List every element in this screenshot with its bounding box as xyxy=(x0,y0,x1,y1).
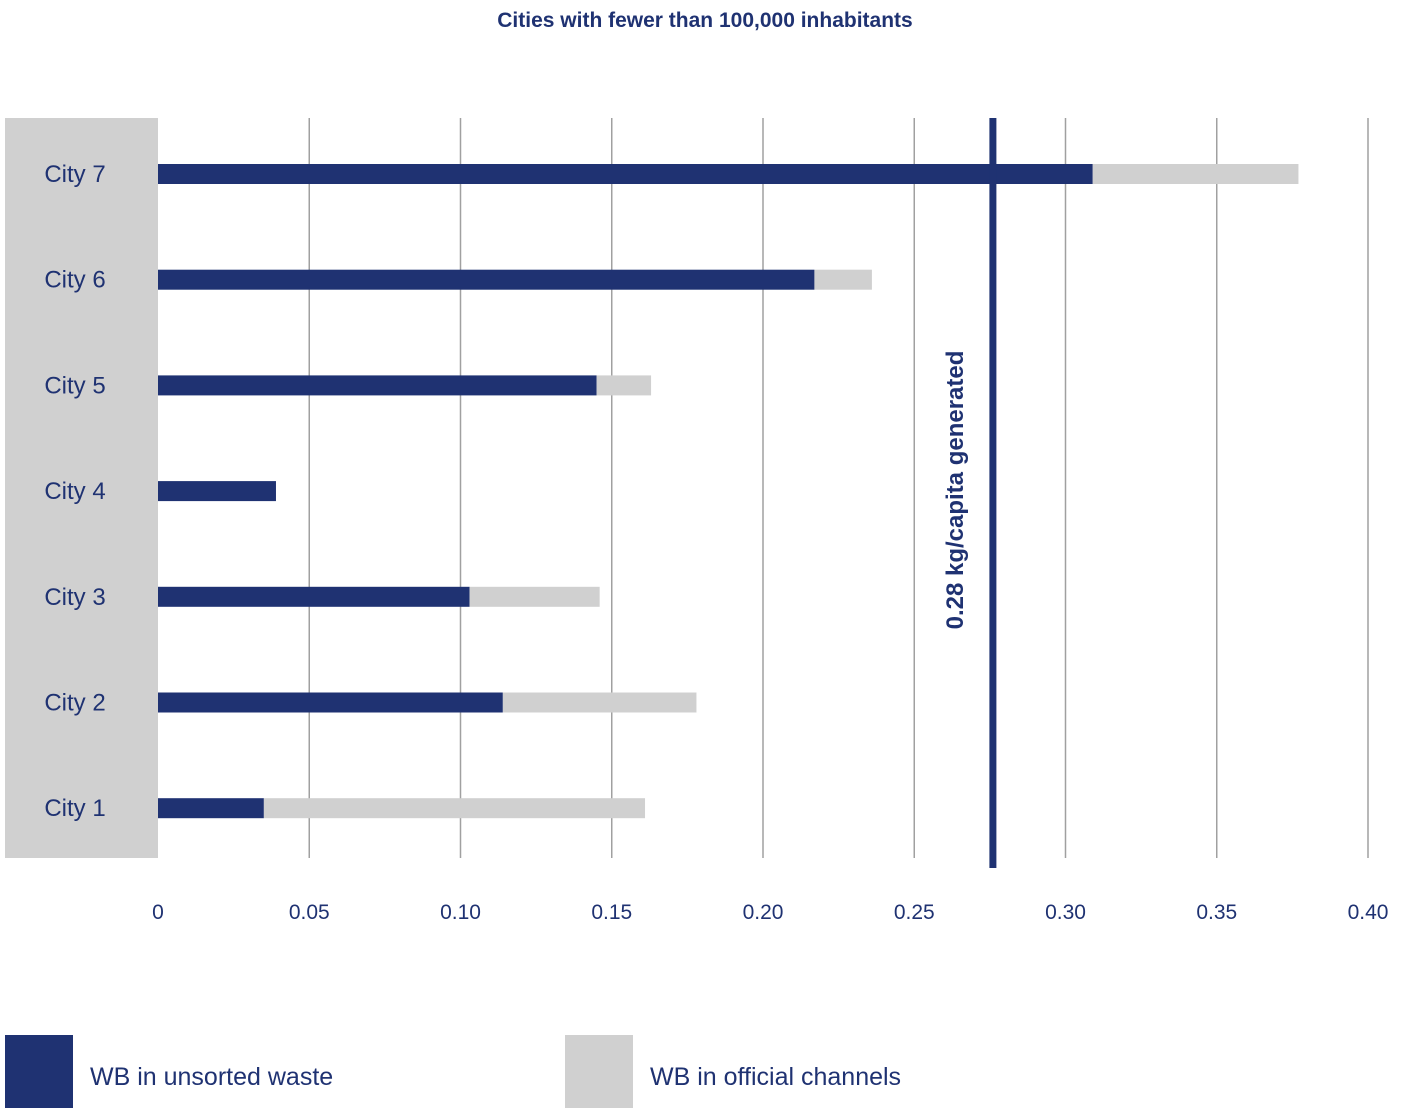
category-band xyxy=(5,118,158,858)
x-tick-label: 0.30 xyxy=(1045,901,1086,924)
category-label: City 3 xyxy=(44,584,105,611)
reference-line-group: 0.28 kg/capita generated xyxy=(942,118,997,868)
legend-label: WB in official channels xyxy=(650,1063,901,1091)
bar-unsorted-waste xyxy=(158,375,597,396)
reference-line-label: 0.28 kg/capita generated xyxy=(942,351,969,630)
bar-official-channels xyxy=(263,798,646,819)
x-tick-label: 0.40 xyxy=(1348,901,1389,924)
legend-label: WB in unsorted waste xyxy=(90,1063,333,1091)
bar-unsorted-waste xyxy=(158,798,264,819)
category-label: City 1 xyxy=(44,795,105,822)
category-label: City 7 xyxy=(44,161,105,188)
legend-swatch xyxy=(5,1035,73,1108)
category-label: City 6 xyxy=(44,267,105,294)
bar-unsorted-waste xyxy=(158,481,276,502)
x-tick-label: 0.05 xyxy=(289,901,330,924)
x-tick-label: 0 xyxy=(152,901,164,924)
category-labels: City 1 City 2 City 3 City 4 City 5 City 6 City… xyxy=(44,161,105,822)
x-tick-label: 0.15 xyxy=(591,901,632,924)
bars xyxy=(158,164,1299,819)
category-label: City 4 xyxy=(44,478,105,505)
x-tick-label: 0.20 xyxy=(743,901,784,924)
bar-official-channels xyxy=(502,692,697,713)
bar-official-channels xyxy=(1092,164,1299,184)
bar-unsorted-waste xyxy=(158,586,470,607)
bar-unsorted-waste xyxy=(158,164,1093,184)
category-label: City 5 xyxy=(44,372,105,399)
bar-official-channels xyxy=(814,269,872,290)
x-tick-label: 0.35 xyxy=(1196,901,1237,924)
x-tick-label: 0.25 xyxy=(894,901,935,924)
bar-official-channels xyxy=(469,586,600,607)
bar-unsorted-waste xyxy=(158,692,503,713)
gridlines xyxy=(308,118,1369,858)
legend-swatch xyxy=(565,1035,633,1108)
category-label: City 2 xyxy=(44,690,105,717)
legend: WB in unsorted waste WB in official chann… xyxy=(5,1035,901,1108)
x-axis-ticks: 0 0.05 0.10 0.15 0.20 0.25 0.30 0.35 0.40 xyxy=(152,901,1388,924)
chart-title: Cities with fewer than 100,000 inhabitan… xyxy=(497,9,912,32)
bar-unsorted-waste xyxy=(158,269,815,290)
bar-official-channels xyxy=(596,375,652,396)
x-tick-label: 0.10 xyxy=(440,901,481,924)
